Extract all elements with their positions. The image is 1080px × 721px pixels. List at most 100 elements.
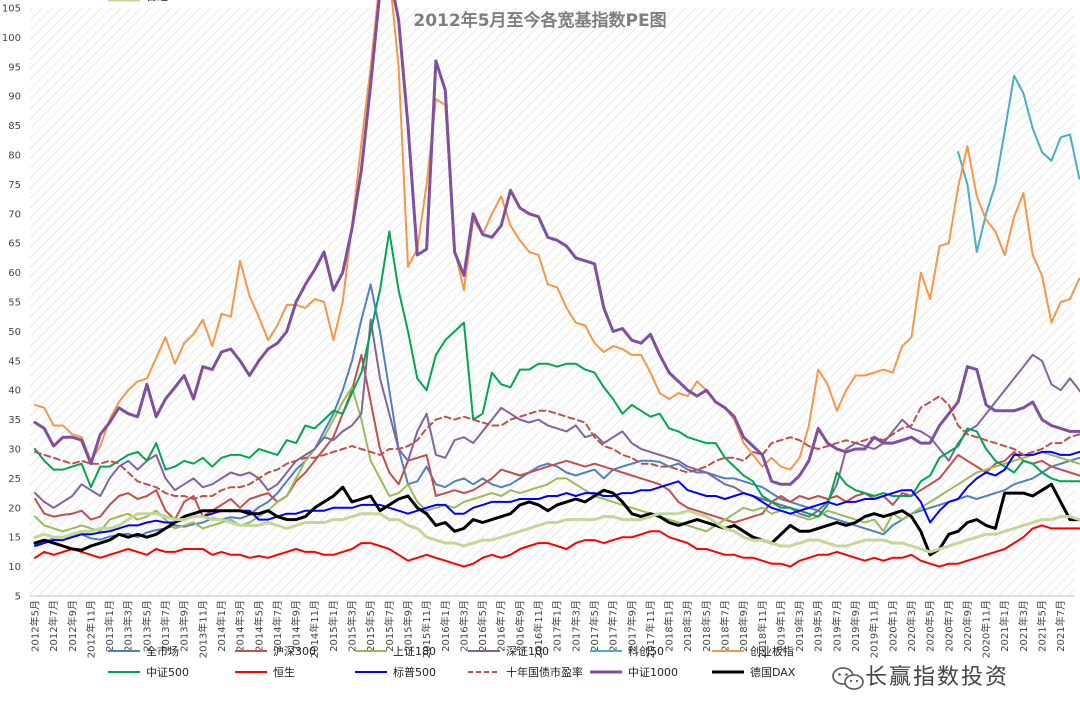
series-line-2 xyxy=(34,386,1080,533)
series-layer xyxy=(33,0,1080,568)
x-tick-label: 2020年9月 xyxy=(961,600,974,652)
legend-label: 上证180 xyxy=(393,645,436,658)
x-tick-label: 2021年3月 xyxy=(1017,600,1030,652)
y-tick-label: 55 xyxy=(8,298,21,309)
x-tick-label: 2014年9月 xyxy=(290,600,303,652)
watermark-text: 长赢指数投资 xyxy=(865,665,1009,690)
x-tick-label: 2018年11月 xyxy=(756,600,769,658)
y-tick-label: 5 xyxy=(15,592,21,603)
x-tick-label: 2018年3月 xyxy=(681,600,694,652)
legend-label: 日经225 xyxy=(146,0,189,3)
x-tick-label: 2017年7月 xyxy=(607,600,620,652)
legend-label: 中证500 xyxy=(146,666,189,679)
y-tick-label: 40 xyxy=(8,386,21,397)
y-tick-label: 35 xyxy=(8,415,21,426)
x-tick-label: 2020年3月 xyxy=(905,600,918,652)
x-tick-label: 2012年11月 xyxy=(84,600,97,658)
x-tick-label: 2015年3月 xyxy=(346,600,359,652)
x-tick-label: 2013年3月 xyxy=(122,600,135,652)
x-axis: 2012年5月 2012年7月 2012年9月 2012年11月 2013年1月 2013… xyxy=(29,595,1075,658)
x-tick-label: 2013年11月 xyxy=(196,600,209,658)
legend-label: 标普500 xyxy=(393,665,436,679)
x-tick-label: 2018年5月 xyxy=(700,600,713,652)
x-tick-label: 2013年7月 xyxy=(159,600,172,652)
plot-background xyxy=(30,8,1075,596)
legend-label: 德国DAX xyxy=(750,665,796,679)
x-tick-label: 2016年3月 xyxy=(457,600,470,652)
legend-label: 创业板指 xyxy=(750,644,794,658)
y-tick-label: 60 xyxy=(8,268,21,279)
x-tick-label: 2021年1月 xyxy=(998,600,1011,652)
x-tick-label: 2016年11月 xyxy=(532,600,545,658)
x-tick-label: 2016年1月 xyxy=(439,600,452,652)
y-tick-label: 50 xyxy=(8,327,21,338)
x-tick-label: 2017年3月 xyxy=(569,600,582,652)
series-line-11 xyxy=(33,482,1080,557)
x-tick-label: 2012年5月 xyxy=(29,600,42,652)
x-tick-label: 2015年11月 xyxy=(420,600,433,658)
x-tick-label: 2018年7月 xyxy=(719,600,732,652)
y-tick-label: 90 xyxy=(8,92,21,103)
x-tick-label: 2019年1月 xyxy=(774,600,787,652)
y-tick-label: 10 xyxy=(8,562,21,573)
y-tick-label: 80 xyxy=(8,151,21,162)
x-tick-label: 2014年7月 xyxy=(271,600,284,652)
y-tick-label: 75 xyxy=(8,180,21,191)
x-tick-label: 2020年1月 xyxy=(886,600,899,652)
x-tick-label: 2019年3月 xyxy=(793,600,806,652)
x-tick-label: 2020年11月 xyxy=(980,600,993,658)
x-tick-label: 2014年1月 xyxy=(215,600,228,652)
x-tick-label: 2014年11月 xyxy=(308,600,321,658)
series-line-7 xyxy=(34,524,1080,568)
legend-label: 深证100 xyxy=(506,645,549,658)
y-tick-label: 25 xyxy=(8,474,21,485)
x-tick-label: 2012年7月 xyxy=(47,600,60,652)
x-tick-label: 2013年1月 xyxy=(103,600,116,652)
x-tick-label: 2018年9月 xyxy=(737,600,750,652)
legend-label: 全市场 xyxy=(146,644,179,658)
x-tick-label: 2017年5月 xyxy=(588,600,601,652)
y-tick-label: 65 xyxy=(8,239,21,250)
y-tick-label: 95 xyxy=(8,62,21,73)
legend-label: 中证1000 xyxy=(628,666,678,679)
y-tick-label: 85 xyxy=(8,121,21,132)
x-tick-label: 2013年5月 xyxy=(140,600,153,652)
y-tick-label: 45 xyxy=(8,356,21,367)
x-tick-label: 2017年9月 xyxy=(625,600,638,652)
x-tick-label: 2015年7月 xyxy=(383,600,396,652)
x-tick-label: 2015年5月 xyxy=(364,600,377,652)
x-tick-label: 2014年5月 xyxy=(252,600,265,652)
x-tick-label: 2018年1月 xyxy=(663,600,676,652)
x-tick-label: 2016年7月 xyxy=(495,600,508,652)
x-tick-label: 2014年3月 xyxy=(234,600,247,652)
x-tick-label: 2019年9月 xyxy=(849,600,862,652)
x-tick-label: 2015年9月 xyxy=(401,600,414,652)
x-tick-label: 2020年7月 xyxy=(942,600,955,652)
x-tick-label: 2019年11月 xyxy=(868,600,881,658)
legend-label: 科创50 xyxy=(628,644,664,658)
x-tick-label: 2016年5月 xyxy=(476,600,489,652)
y-axis: 5 10 15 20 25 30 35 40 45 50 55 60 65 70 75 80 85 90 95 100… xyxy=(2,4,21,603)
series-line-4 xyxy=(957,74,1080,253)
legend-label: 恒生 xyxy=(273,665,295,679)
x-tick-label: 2020年5月 xyxy=(924,600,937,652)
legend-label: 沪深300 xyxy=(273,644,316,658)
y-tick-label: 30 xyxy=(8,445,21,456)
x-tick-label: 2019年5月 xyxy=(812,600,825,652)
x-tick-label: 2013年9月 xyxy=(178,600,191,652)
series-line-6 xyxy=(34,230,1080,518)
x-tick-label: 2021年5月 xyxy=(1036,600,1049,652)
x-tick-label: 2012年9月 xyxy=(66,600,79,652)
watermark: 长赢指数投资 xyxy=(832,665,1009,690)
x-tick-label: 2015年1月 xyxy=(327,600,340,652)
series-line-9 xyxy=(34,395,1080,500)
y-tick-label: 20 xyxy=(8,503,21,514)
x-tick-label: 2017年1月 xyxy=(551,600,564,652)
wechat-logo-icon xyxy=(832,667,864,690)
x-tick-label: 2017年11月 xyxy=(644,600,657,658)
series-line-12 xyxy=(33,509,1080,554)
series-line-5 xyxy=(34,0,1080,471)
y-tick-label: 70 xyxy=(8,209,21,220)
